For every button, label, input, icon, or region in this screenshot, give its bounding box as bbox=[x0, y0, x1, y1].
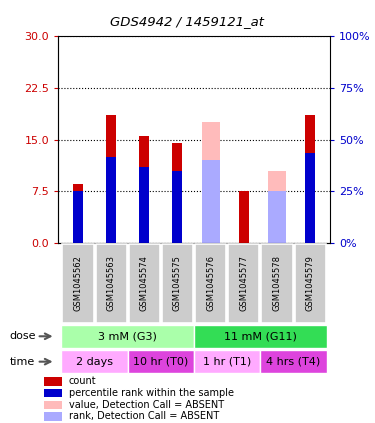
Bar bbox=[305, 154, 315, 243]
Bar bbox=[261, 244, 292, 323]
Text: GSM1045577: GSM1045577 bbox=[239, 255, 248, 311]
Bar bbox=[172, 143, 183, 243]
Text: time: time bbox=[9, 357, 34, 367]
Bar bbox=[44, 401, 62, 409]
Text: GSM1045575: GSM1045575 bbox=[173, 255, 182, 311]
Bar bbox=[195, 244, 226, 323]
Bar bbox=[268, 191, 286, 243]
Text: GSM1045578: GSM1045578 bbox=[273, 255, 282, 311]
Bar bbox=[73, 191, 83, 243]
Text: 11 mM (G11): 11 mM (G11) bbox=[224, 331, 297, 341]
Bar bbox=[239, 191, 249, 243]
Bar bbox=[62, 244, 94, 323]
Bar bbox=[96, 244, 127, 323]
Bar bbox=[162, 244, 193, 323]
Text: 4 hrs (T4): 4 hrs (T4) bbox=[266, 357, 321, 367]
Bar bbox=[44, 412, 62, 420]
Bar bbox=[201, 122, 220, 243]
Text: GSM1045562: GSM1045562 bbox=[74, 255, 82, 311]
Bar bbox=[194, 350, 260, 374]
Bar bbox=[62, 350, 128, 374]
Bar bbox=[128, 350, 194, 374]
Bar bbox=[44, 377, 62, 386]
Text: count: count bbox=[69, 376, 96, 387]
Text: value, Detection Call = ABSENT: value, Detection Call = ABSENT bbox=[69, 400, 224, 410]
Bar bbox=[201, 160, 220, 243]
Bar bbox=[294, 244, 326, 323]
Bar bbox=[228, 244, 260, 323]
Bar bbox=[140, 167, 149, 243]
Bar bbox=[305, 115, 315, 243]
Text: GDS4942 / 1459121_at: GDS4942 / 1459121_at bbox=[111, 15, 264, 28]
Text: 3 mM (G3): 3 mM (G3) bbox=[98, 331, 157, 341]
Text: 1 hr (T1): 1 hr (T1) bbox=[203, 357, 251, 367]
Text: 2 days: 2 days bbox=[76, 357, 113, 367]
Bar bbox=[194, 324, 327, 348]
Bar bbox=[129, 244, 160, 323]
Text: rank, Detection Call = ABSENT: rank, Detection Call = ABSENT bbox=[69, 411, 219, 421]
Text: percentile rank within the sample: percentile rank within the sample bbox=[69, 388, 234, 398]
Text: GSM1045576: GSM1045576 bbox=[206, 255, 215, 311]
Text: dose: dose bbox=[9, 331, 36, 341]
Bar bbox=[62, 324, 194, 348]
Bar bbox=[106, 115, 116, 243]
Bar bbox=[106, 157, 116, 243]
Bar bbox=[260, 350, 327, 374]
Bar bbox=[268, 171, 286, 243]
Text: 10 hr (T0): 10 hr (T0) bbox=[133, 357, 189, 367]
Bar bbox=[73, 184, 83, 243]
Bar bbox=[140, 136, 149, 243]
Bar bbox=[44, 389, 62, 397]
Text: GSM1045579: GSM1045579 bbox=[306, 255, 315, 311]
Bar bbox=[172, 171, 183, 243]
Text: GSM1045563: GSM1045563 bbox=[106, 255, 116, 311]
Text: GSM1045574: GSM1045574 bbox=[140, 255, 149, 311]
